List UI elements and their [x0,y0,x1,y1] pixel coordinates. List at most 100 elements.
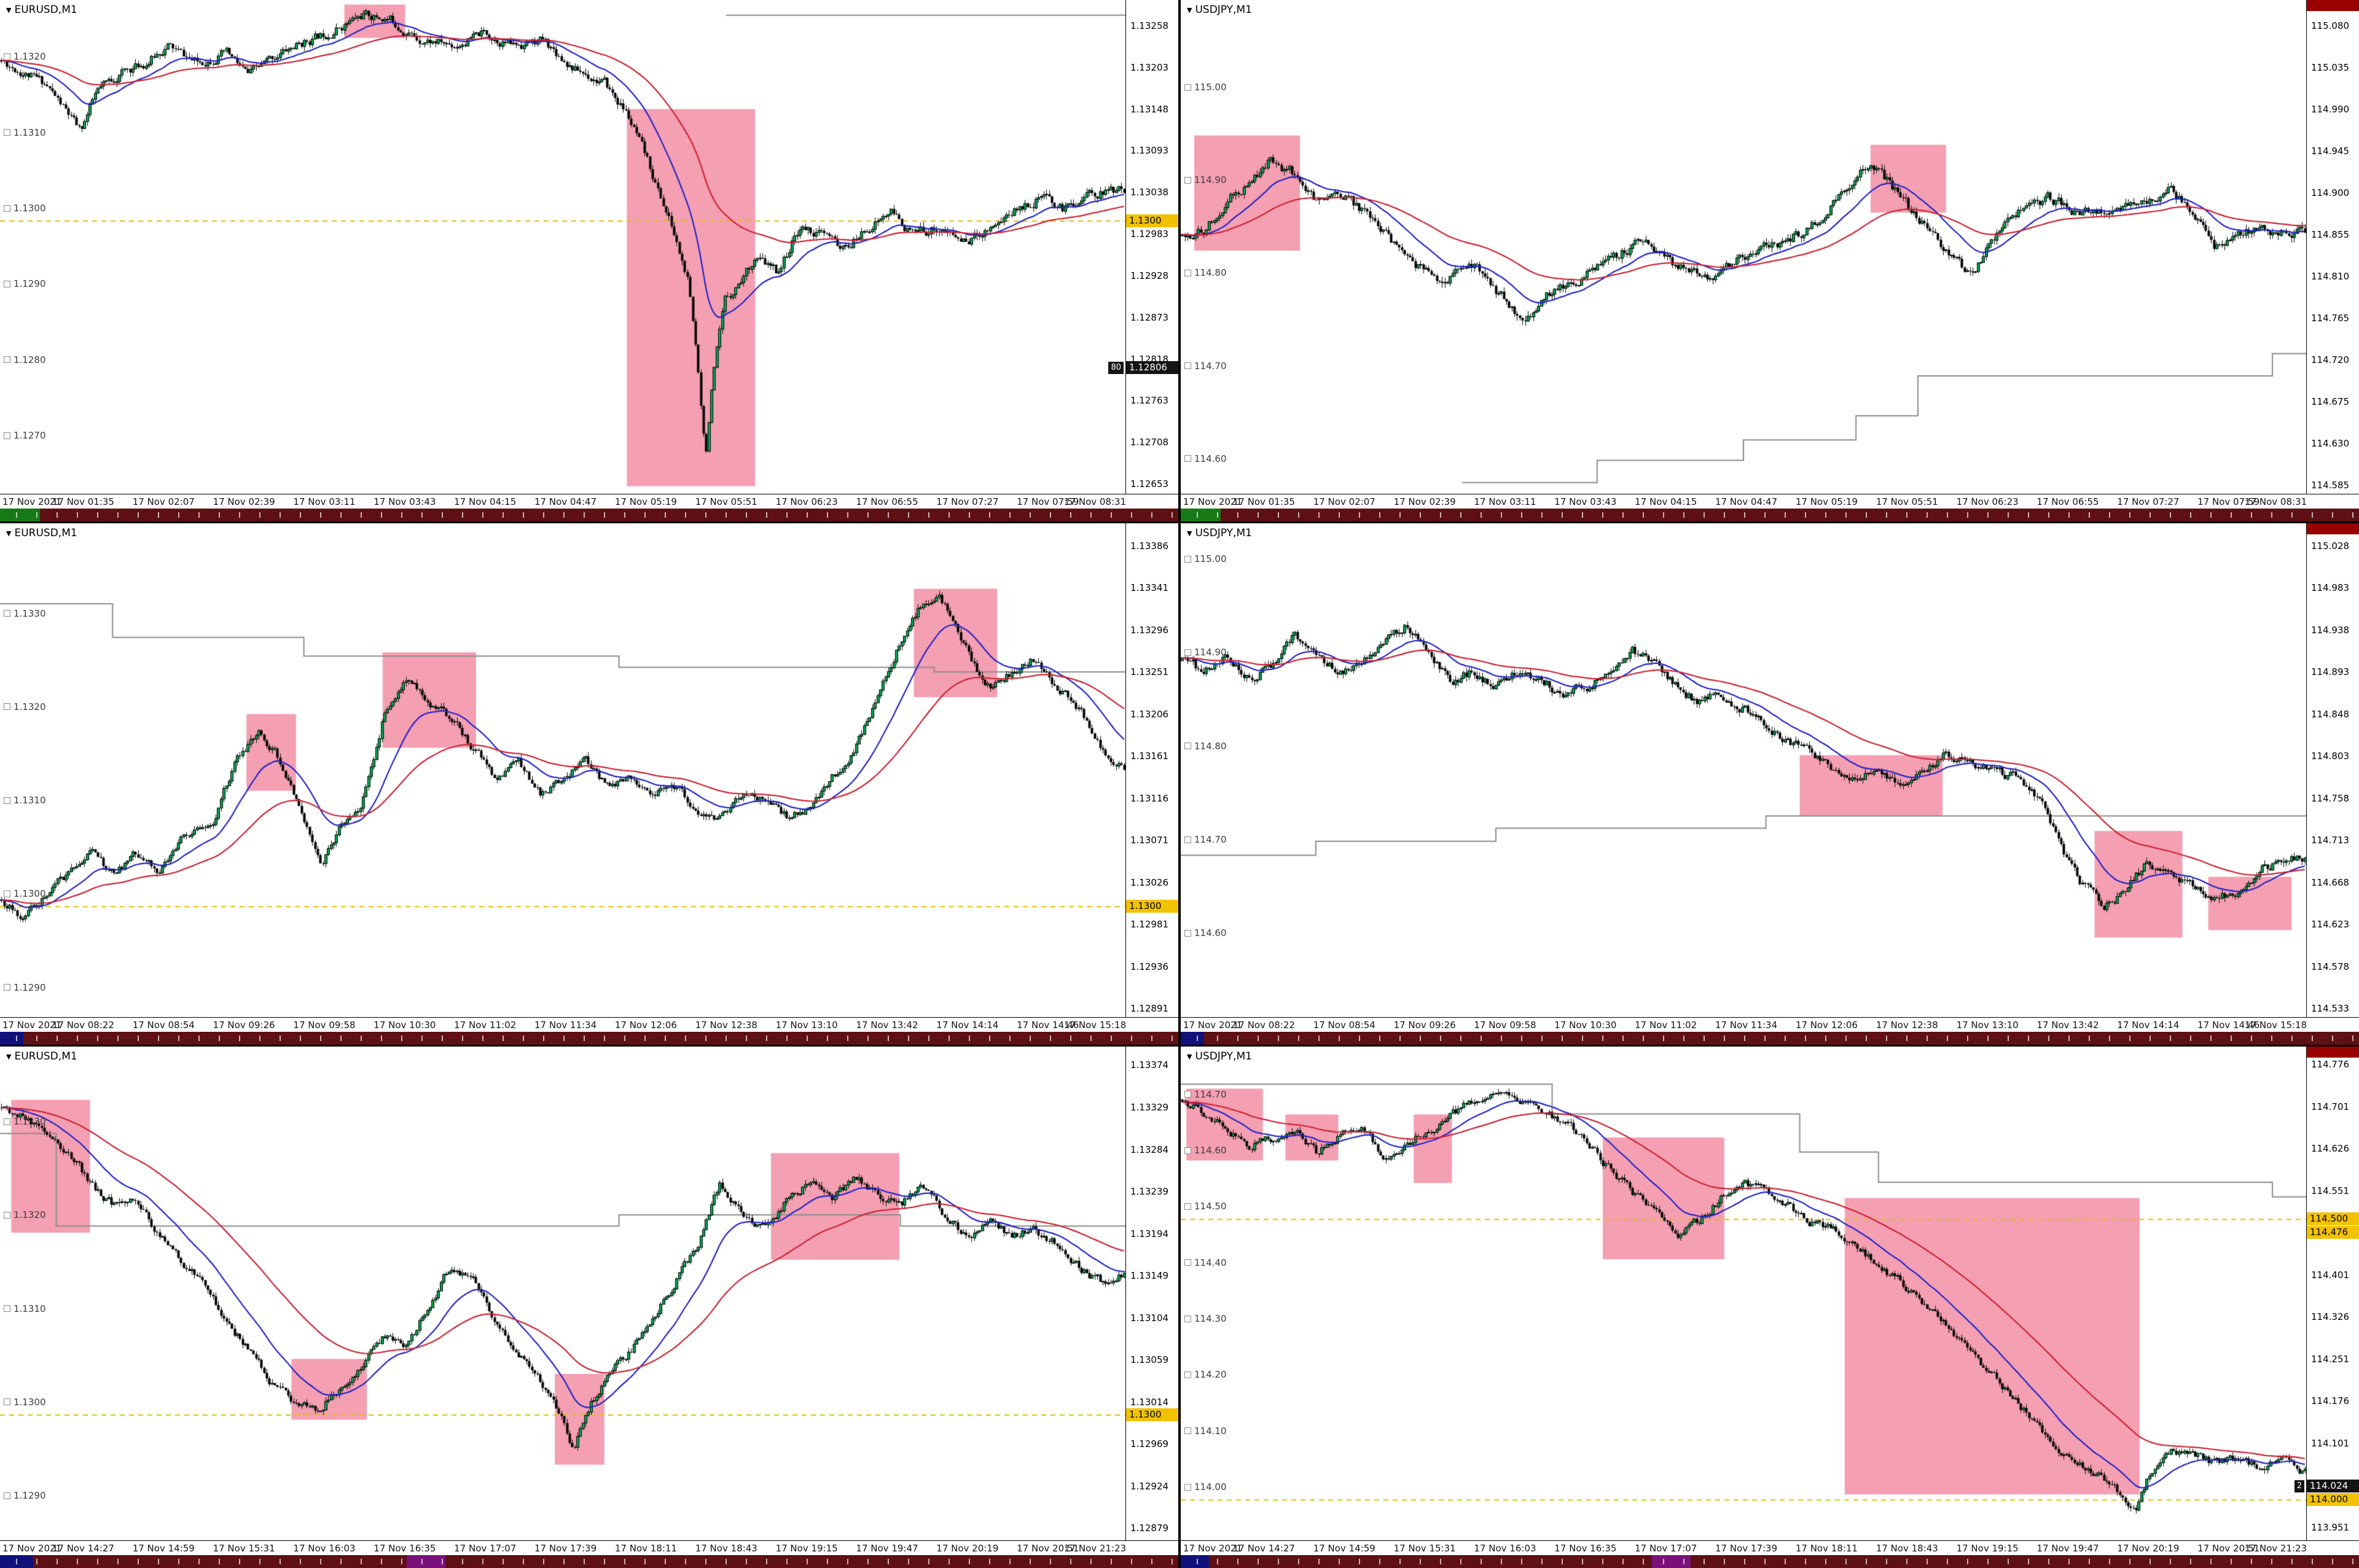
chart-dropdown-icon: ▼ [6,1052,12,1061]
chart-panel-usdjpy-early[interactable]: ▼ USDJPY,M1 115.080 115.035 114.990 114.945 1… [1181,0,2359,521]
round-level-label: 114.70 [1184,361,1227,372]
time-label: 17 Nov 08:31 [2245,496,2307,507]
time-label: 17 Nov 05:51 [695,496,757,507]
price-tick-label: 1.13194 [1130,1228,1169,1239]
time-axis[interactable]: 17 Nov 2021 17 Nov 01:35 17 Nov 02:07 17 No… [0,494,1178,509]
time-label: 17 Nov 09:26 [1393,1020,1456,1031]
symbol-label: ▼ EURUSD,M1 [6,1050,77,1063]
price-axis[interactable]: 114.776 114.701 114.626 114.551 114.476 114.4… [2306,1047,2359,1540]
time-label: 17 Nov 02:39 [1393,496,1456,507]
time-axis[interactable]: 17 Nov 2021 17 Nov 08:22 17 Nov 08:54 17 No… [0,1017,1178,1032]
time-label: 17 Nov 08:22 [52,1020,114,1031]
strip-ticks [0,1559,1178,1564]
price-tick-label: 114.551 [2311,1185,2350,1196]
time-label: 17 Nov 13:42 [856,1020,918,1031]
price-axis[interactable]: 1.13386 1.13341 1.13296 1.13251 1.13206 1.131… [1125,523,1178,1017]
price-tick-label: 1.13206 [1130,708,1169,720]
time-axis[interactable]: 17 Nov 2021 17 Nov 08:22 17 Nov 08:54 17 No… [1181,1017,2359,1032]
price-tick-label: 1.13161 [1130,751,1169,762]
current-price-label: 1.12806 [1126,361,1178,375]
price-tick-label: 1.13104 [1130,1312,1169,1324]
time-axis[interactable]: 17 Nov 2021 17 Nov 14:27 17 Nov 14:59 17 No… [0,1540,1178,1556]
chart-dropdown-icon: ▼ [1187,6,1192,14]
price-axis[interactable]: 1.13258 1.13203 1.13148 1.13093 1.13038 1.129… [1125,0,1178,494]
round-level-label: 1.1300 [4,203,46,214]
symbol-text: USDJPY,M1 [1195,4,1252,16]
symbol-label: ▼ USDJPY,M1 [1187,527,1252,539]
time-label: 17 Nov 15:31 [213,1543,275,1554]
price-tick-label: 1.13071 [1130,835,1169,846]
price-chart-canvas[interactable] [1181,1047,2306,1540]
chart-panel-eurusd-mid[interactable]: ▼ EURUSD,M1 1.13386 1.13341 1.13296 1.13251 1… [0,523,1178,1045]
round-level-label: 114.20 [1184,1369,1227,1380]
time-label: 17 Nov 19:15 [775,1543,838,1554]
symbol-text: EURUSD,M1 [14,1050,77,1063]
chart-dropdown-icon: ▼ [6,6,12,14]
price-axis[interactable]: 115.028 114.983 114.938 114.893 114.848 114.8… [2306,523,2359,1017]
price-tick-label: 1.13341 [1130,582,1169,594]
time-label: 17 Nov 21:23 [1064,1543,1127,1554]
chart-panel-eurusd-late[interactable]: ▼ EURUSD,M1 1.13374 1.13329 1.13284 1.13239 1… [0,1047,1178,1568]
indicator-strip [1181,1555,2359,1568]
time-label: 17 Nov 05:19 [614,496,677,507]
chart-panel-usdjpy-mid[interactable]: ▼ USDJPY,M1 115.028 114.983 114.938 114.893 1… [1181,523,2359,1045]
price-axis[interactable]: 1.13374 1.13329 1.13284 1.13239 1.13194 1.131… [1125,1047,1178,1540]
round-level-label: 114.60 [1184,453,1227,464]
time-label: 17 Nov 02:07 [1313,496,1375,507]
time-label: 17 Nov 21:23 [2245,1543,2307,1554]
price-tick-label: 1.12983 [1130,228,1169,240]
price-tick-label: 1.13258 [1130,20,1169,31]
time-label: 17 Nov 12:38 [695,1020,757,1031]
round-level-label: 115.00 [1184,82,1227,93]
chart-panel-usdjpy-late[interactable]: ▼ USDJPY,M1 114.776 114.701 114.626 114.551 1… [1181,1047,2359,1568]
round-level-label: 1.1310 [4,1303,46,1314]
time-axis[interactable]: 17 Nov 2021 17 Nov 01:35 17 Nov 02:07 17 No… [1181,494,2359,509]
time-label: 17 Nov 20:19 [936,1543,999,1554]
time-label: 17 Nov 14:14 [936,1020,999,1031]
time-label: 17 Nov 14:59 [132,1543,195,1554]
price-tick-label: 114.990 [2311,104,2350,115]
time-label: 17 Nov 2021 [1183,1020,1243,1031]
price-tick-label: 1.12981 [1130,919,1169,930]
round-level-label: 1.1320 [4,701,46,712]
time-label: 17 Nov 05:51 [1876,496,1938,507]
time-label: 17 Nov 03:43 [1554,496,1617,507]
time-label: 17 Nov 10:30 [1554,1020,1617,1031]
time-label: 17 Nov 15:31 [1393,1543,1456,1554]
round-level-label: 115.00 [1184,553,1227,564]
time-label: 17 Nov 05:19 [1795,496,1858,507]
price-tick-label: 114.101 [2311,1437,2350,1449]
price-tick-label: 1.12873 [1130,311,1169,323]
price-tick-label: 113.951 [2311,1521,2350,1533]
time-label: 17 Nov 10:30 [374,1020,436,1031]
round-level-label: 1.1280 [4,354,46,365]
round-level-label: 1.1320 [4,1209,46,1220]
symbol-label: ▼ USDJPY,M1 [1187,4,1252,16]
axis-edge-marker [2307,523,2359,534]
price-tag: 80 [1108,362,1124,375]
time-axis[interactable]: 17 Nov 2021 17 Nov 14:27 17 Nov 14:59 17 No… [1181,1540,2359,1556]
time-label: 17 Nov 19:15 [1956,1543,2019,1554]
level-price-label: 114.000 [2307,1493,2359,1507]
price-tick-label: 115.028 [2311,540,2350,552]
time-label: 17 Nov 02:39 [213,496,275,507]
time-label: 17 Nov 17:39 [1715,1543,1778,1554]
symbol-label: ▼ EURUSD,M1 [6,4,77,16]
price-axis[interactable]: 115.080 115.035 114.990 114.945 114.900 114.8… [2306,0,2359,494]
chart-panel-eurusd-early[interactable]: ▼ EURUSD,M1 1.13258 1.13203 1.13148 1.13093 1… [0,0,1178,521]
price-tick-label: 114.803 [2311,751,2350,762]
chart-dropdown-icon: ▼ [6,529,12,537]
price-chart-canvas[interactable] [1181,0,2306,494]
price-chart-canvas[interactable] [0,0,1125,494]
price-tick-label: 114.893 [2311,666,2350,678]
price-chart-canvas[interactable] [0,1047,1125,1540]
symbol-label: ▼ USDJPY,M1 [1187,1050,1252,1063]
indicator-strip [1181,509,2359,521]
price-chart-canvas[interactable] [0,523,1125,1017]
price-chart-canvas[interactable] [1181,523,2306,1017]
price-tick-label: 1.13026 [1130,876,1169,888]
symbol-text: EURUSD,M1 [14,527,77,539]
time-label: 17 Nov 07:27 [2117,496,2180,507]
time-label: 17 Nov 06:55 [2036,496,2099,507]
time-label: 17 Nov 16:35 [374,1543,436,1554]
